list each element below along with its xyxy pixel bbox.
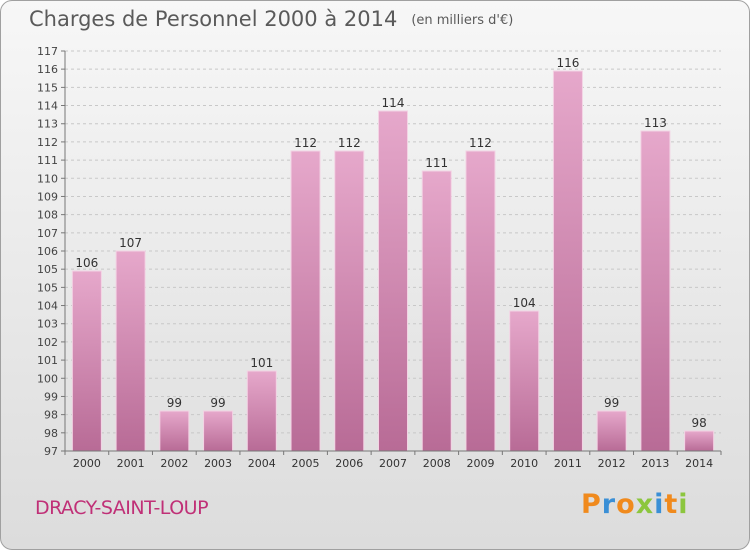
bar — [509, 310, 540, 452]
chart-title-block: Charges de Personnel 2000 à 2014 (en mill… — [29, 7, 513, 31]
y-tick-label: 115 — [37, 81, 58, 94]
logo-letter: i — [678, 489, 689, 520]
x-tick-label: 2009 — [466, 457, 494, 470]
y-tick-label: 105 — [37, 281, 58, 294]
bar — [203, 410, 234, 452]
x-tick-label: 2008 — [423, 457, 451, 470]
place-name: DRACY-SAINT-LOUP — [35, 497, 209, 519]
data-label: 98 — [691, 416, 706, 430]
x-tick-label: 2012 — [598, 457, 626, 470]
bar — [421, 170, 452, 452]
bars: 106 107 99 99 101 112 112 114 111 112 104 116 99 113 9… — [71, 56, 715, 452]
chart-unit: (en milliers d'€) — [411, 13, 514, 28]
data-label: 99 — [167, 396, 182, 410]
y-tick-label: 105 — [37, 263, 58, 276]
x-tick-label: 2007 — [379, 457, 407, 470]
y-tick-label: 116 — [37, 63, 58, 76]
y-axis: 97 98 98 99 100 101 102 103 104 105 105 106 107 108 10… — [37, 45, 66, 458]
x-axis: 2000 2001 2002 2003 2004 2005 2006 2007 2008 2009… — [64, 450, 722, 470]
x-tick-label: 2005 — [292, 457, 320, 470]
y-tick-label: 100 — [37, 372, 58, 385]
x-tick-label: 2011 — [554, 457, 582, 470]
bar — [465, 150, 496, 452]
data-label: 112 — [338, 136, 361, 150]
data-label: 112 — [294, 136, 317, 150]
logo-letter: o — [616, 489, 636, 520]
x-tick-label: 2003 — [204, 457, 232, 470]
bar — [71, 270, 102, 452]
bar — [246, 370, 277, 452]
proxiti-logo: Proxiti — [581, 489, 689, 520]
x-tick-label: 2010 — [510, 457, 538, 470]
y-tick-label: 104 — [37, 300, 58, 313]
y-tick-label: 114 — [37, 100, 58, 113]
bar — [684, 430, 715, 452]
data-label: 114 — [382, 96, 405, 110]
data-label: 113 — [644, 116, 667, 130]
x-tick-label: 2013 — [641, 457, 669, 470]
y-tick-label: 102 — [37, 336, 58, 349]
bar — [596, 410, 627, 452]
y-tick-label: 99 — [44, 390, 58, 403]
logo-letter: r — [601, 489, 617, 520]
x-tick-label: 2014 — [685, 457, 713, 470]
y-tick-label: 111 — [37, 154, 58, 167]
x-tick-label: 2002 — [160, 457, 188, 470]
data-label: 107 — [119, 236, 142, 250]
data-label: 101 — [250, 356, 273, 370]
x-tick-label: 2001 — [117, 457, 145, 470]
bar — [290, 150, 321, 452]
y-tick-label: 112 — [37, 136, 58, 149]
logo-letter: t — [664, 489, 679, 520]
y-tick-label: 117 — [37, 45, 58, 58]
x-tick-label: 2000 — [73, 457, 101, 470]
x-tick-label: 2006 — [335, 457, 363, 470]
y-tick-label: 113 — [37, 118, 58, 131]
data-label: 111 — [425, 156, 448, 170]
data-label: 116 — [556, 56, 579, 70]
data-label: 104 — [513, 296, 536, 310]
bar — [552, 70, 583, 452]
chart-title: Charges de Personnel 2000 à 2014 — [29, 7, 398, 31]
y-tick-label: 109 — [37, 190, 58, 203]
y-tick-label: 97 — [44, 445, 58, 458]
y-tick-label: 101 — [37, 354, 58, 367]
y-tick-label: 108 — [37, 209, 58, 222]
bar — [640, 130, 671, 452]
logo-letter: P — [581, 489, 602, 520]
y-tick-label: 107 — [37, 227, 58, 240]
y-tick-label: 106 — [37, 245, 58, 258]
bar — [378, 110, 408, 452]
data-label: 99 — [604, 396, 619, 410]
bar — [115, 250, 146, 452]
data-label: 112 — [469, 136, 492, 150]
bar — [334, 150, 365, 452]
data-label: 106 — [75, 256, 98, 270]
x-tick-label: 2004 — [248, 457, 276, 470]
logo-letter: i — [654, 489, 665, 520]
y-tick-label: 110 — [37, 172, 58, 185]
data-label: 99 — [210, 396, 225, 410]
y-tick-label: 98 — [44, 427, 58, 440]
y-tick-label: 103 — [37, 318, 58, 331]
logo-letter: x — [635, 489, 655, 520]
y-tick-label: 98 — [44, 409, 58, 422]
bar — [159, 410, 190, 452]
